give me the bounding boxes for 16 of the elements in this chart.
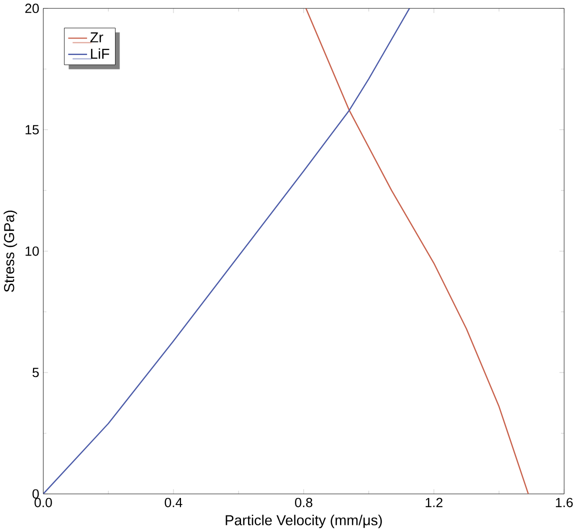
x-tick-label: 0.8: [295, 498, 312, 508]
y-tick-label: 5: [32, 368, 39, 378]
y-tick-label: 15: [26, 125, 39, 134]
legend-label: Zr: [90, 32, 104, 42]
x-tick-label: 0.0: [34, 498, 52, 508]
x-tick-label: 1.2: [426, 498, 442, 508]
legend-label: LiF: [91, 48, 110, 59]
y-tick-label: 20: [25, 4, 39, 14]
x-axis-title: Particle Velocity (mm/μs): [226, 514, 382, 528]
line-series: [43, 8, 410, 494]
y-axis-title: Stress (GPa): [4, 210, 18, 292]
y-tick-label: 0: [32, 489, 39, 499]
line-series: [305, 8, 529, 494]
x-tick-label: 1.6: [556, 498, 573, 508]
x-tick-label: 0.4: [164, 498, 182, 508]
y-tick-label: 10: [26, 246, 39, 256]
